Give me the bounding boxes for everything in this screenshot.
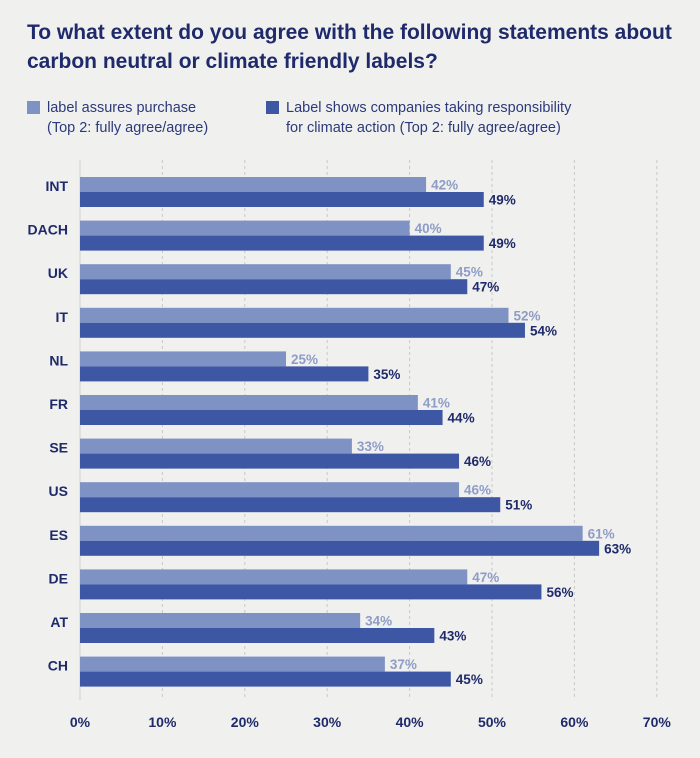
bar-series-1 [80,220,410,236]
category-label: ES [49,527,68,543]
bar-series-2 [80,671,451,687]
data-label-series-1: 46% [464,483,491,498]
legend-swatch-series-1 [27,101,40,114]
bar-series-2 [80,453,460,469]
data-label-series-2: 47% [472,280,499,295]
data-label-series-1: 47% [472,570,499,585]
category-label: INT [45,178,68,194]
category-label: CH [48,658,68,674]
category-label: SE [49,440,68,456]
data-label-series-1: 25% [291,352,318,367]
x-tick-label: 70% [643,714,672,730]
bar-series-2 [80,497,501,513]
bar-series-1 [80,482,460,498]
data-label-series-2: 49% [489,193,516,208]
legend-swatch-series-2 [266,101,279,114]
data-label-series-1: 41% [423,396,450,411]
x-tick-label: 20% [231,714,260,730]
bar-series-2 [80,628,435,643]
legend-label-line: Label shows companies taking responsibil… [286,100,572,116]
bar-series-2 [80,540,600,556]
x-tick-label: 40% [396,714,425,730]
bar-series-1 [80,177,427,192]
chart-title: To what extent do you agree with the fol… [27,21,672,73]
x-tick-label: 30% [313,714,342,730]
data-label-series-2: 45% [456,672,483,687]
data-label-series-2: 44% [448,411,475,426]
legend-label-series-2: Label shows companies taking responsibil… [286,98,571,138]
bar-series-1 [80,351,286,367]
legend-label-line: (Top 2: fully agree/agree) [47,120,209,136]
data-label-series-2: 63% [604,541,631,556]
data-label-series-1: 40% [415,221,442,236]
data-label-series-2: 35% [373,367,400,382]
bar-series-2 [80,235,484,251]
bar-series-1 [80,569,468,585]
bar-series-1 [80,307,509,323]
category-label: DACH [28,222,68,238]
bar-series-1 [80,613,361,628]
data-label-series-1: 52% [513,308,540,323]
data-label-series-1: 45% [456,265,483,280]
category-label: DE [49,570,68,586]
data-label-series-1: 34% [365,614,392,629]
data-label-series-2: 49% [489,236,516,251]
legend-label-line: for climate action (Top 2: fully agree/a… [286,120,561,136]
bar-series-1 [80,264,451,280]
category-label: FR [49,396,68,412]
category-label: UK [48,265,68,281]
x-tick-label: 0% [70,714,91,730]
legend-label-line: label assures purchase [47,100,197,116]
data-label-series-1: 61% [588,526,615,541]
bar-series-2 [80,192,484,207]
x-tick-label: 60% [560,714,589,730]
data-label-series-1: 33% [357,439,384,454]
bar-series-2 [80,279,468,295]
data-label-series-2: 54% [530,323,557,338]
bar-series-1 [80,525,583,541]
data-label-series-1: 37% [390,657,417,672]
bar-series-2 [80,322,525,338]
bar-series-1 [80,395,418,410]
bar-series-2 [80,410,443,425]
bar-series-1 [80,438,352,454]
bar-series-1 [80,656,385,672]
category-label: AT [50,614,68,630]
legend-label-series-1: label assures purchase (Top 2: fully agr… [47,98,208,138]
category-label: US [49,483,68,499]
data-label-series-2: 46% [464,454,491,469]
data-label-series-2: 43% [439,629,466,644]
bar-series-2 [80,584,542,600]
data-label-series-1: 42% [431,178,458,193]
data-label-series-2: 56% [546,585,573,600]
x-tick-label: 50% [478,714,507,730]
category-label: IT [56,309,69,325]
x-tick-label: 10% [148,714,177,730]
bar-series-2 [80,366,369,382]
category-label: NL [49,352,68,368]
data-label-series-2: 51% [505,498,532,513]
